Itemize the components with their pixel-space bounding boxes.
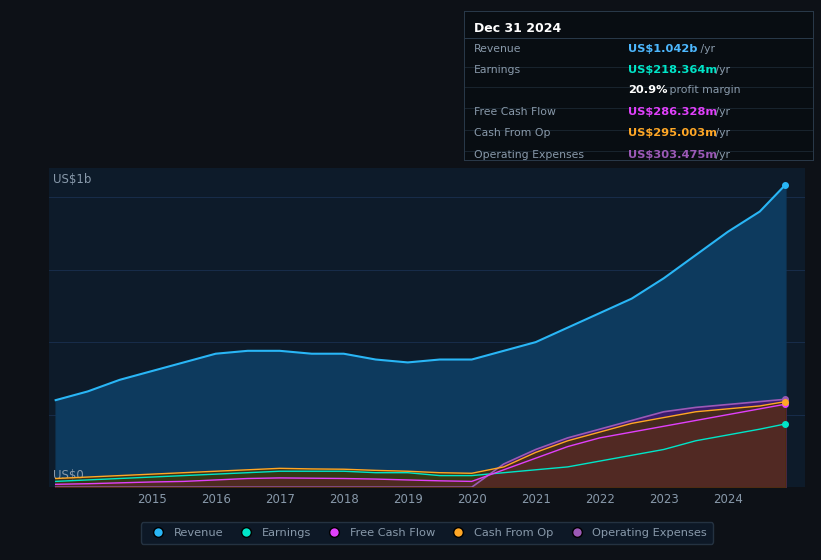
Text: Earnings: Earnings — [475, 66, 521, 76]
Text: US$0: US$0 — [53, 469, 84, 482]
Text: /yr: /yr — [713, 150, 731, 160]
Text: Free Cash Flow: Free Cash Flow — [475, 107, 556, 117]
Text: profit margin: profit margin — [667, 86, 741, 95]
Text: /yr: /yr — [713, 128, 731, 138]
Text: Revenue: Revenue — [475, 44, 522, 54]
Text: /yr: /yr — [697, 44, 715, 54]
Text: Dec 31 2024: Dec 31 2024 — [475, 22, 562, 35]
Text: US$295.003m: US$295.003m — [628, 128, 717, 138]
Text: /yr: /yr — [713, 107, 731, 117]
Text: 20.9%: 20.9% — [628, 86, 667, 95]
Text: US$303.475m: US$303.475m — [628, 150, 717, 160]
Text: Cash From Op: Cash From Op — [475, 128, 551, 138]
Text: US$1.042b: US$1.042b — [628, 44, 697, 54]
Text: US$286.328m: US$286.328m — [628, 107, 717, 117]
Text: US$1b: US$1b — [53, 173, 91, 186]
Text: US$218.364m: US$218.364m — [628, 66, 717, 76]
Legend: Revenue, Earnings, Free Cash Flow, Cash From Op, Operating Expenses: Revenue, Earnings, Free Cash Flow, Cash … — [141, 522, 713, 544]
Text: /yr: /yr — [713, 66, 731, 76]
Text: Operating Expenses: Operating Expenses — [475, 150, 585, 160]
